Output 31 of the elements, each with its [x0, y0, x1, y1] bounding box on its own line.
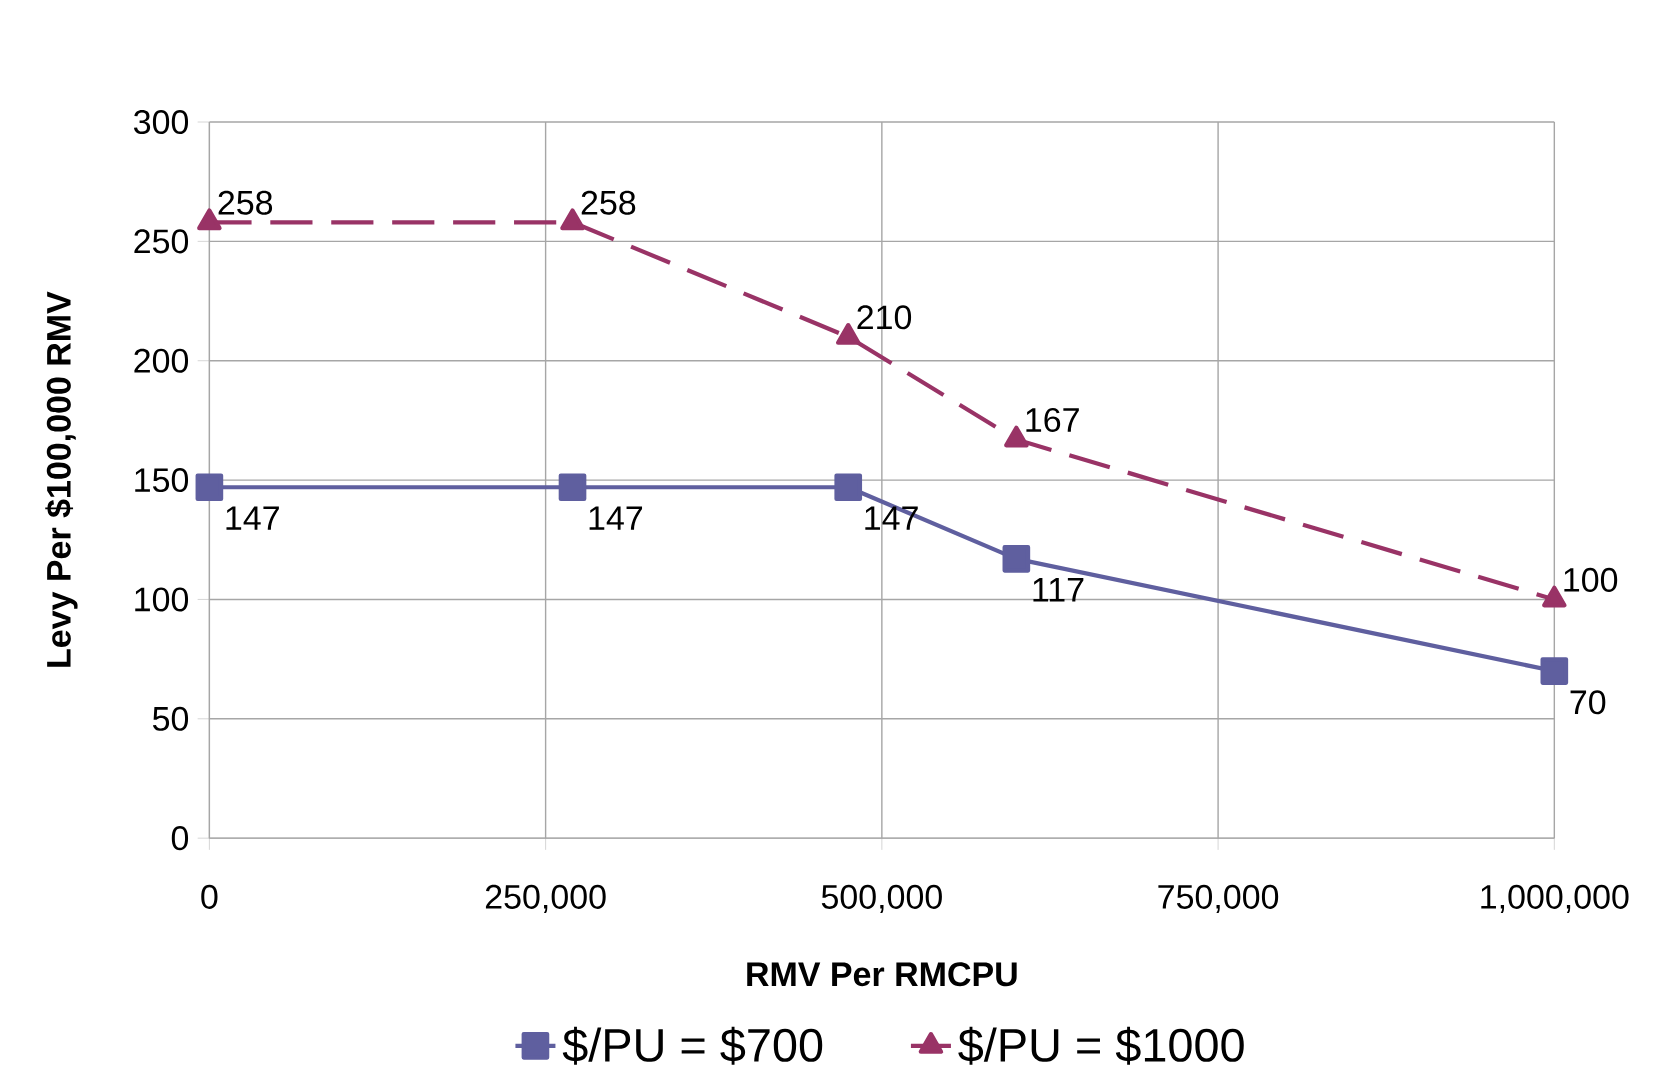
data-label: 100: [1564, 567, 1618, 592]
data-label: 70: [1570, 690, 1606, 715]
y-tick-label: 150: [135, 467, 189, 493]
point: [1540, 657, 1569, 685]
point: [834, 473, 863, 501]
legend-label: $/PU = $700: [562, 1026, 823, 1065]
y-axis-title: Levy Per $100,000 RMV: [45, 291, 78, 667]
data-label: 117: [1033, 577, 1084, 602]
data-label: 210: [857, 305, 912, 330]
y-tick-label: 100: [135, 587, 189, 612]
y-tick-label: 200: [134, 348, 189, 373]
data-label: 147: [589, 506, 643, 530]
data-label: 258: [218, 190, 273, 215]
point: [1002, 544, 1031, 573]
x-tick-label: 750,000: [1158, 884, 1279, 913]
y-tick-label: 300: [133, 109, 189, 134]
x-tick-label: 1,000,000: [1481, 884, 1629, 913]
x-tick-label: 250,000: [485, 884, 606, 913]
data-label: 147: [865, 506, 918, 530]
data-label: 258: [581, 190, 636, 215]
data-label: 147: [226, 506, 279, 530]
legend-label: $/PU = $1000: [958, 1026, 1244, 1065]
y-tick-label: 50: [152, 706, 189, 731]
point: [558, 473, 587, 501]
y-tick-label: 0: [171, 826, 189, 851]
x-tick-label: 0: [201, 884, 218, 909]
point: [195, 473, 224, 501]
data-label: 167: [1026, 407, 1079, 432]
x-axis-title: RMV Per RMCPU: [747, 962, 1017, 987]
x-tick-label: 500,000: [821, 884, 942, 913]
y-tick-label: 250: [134, 229, 189, 254]
